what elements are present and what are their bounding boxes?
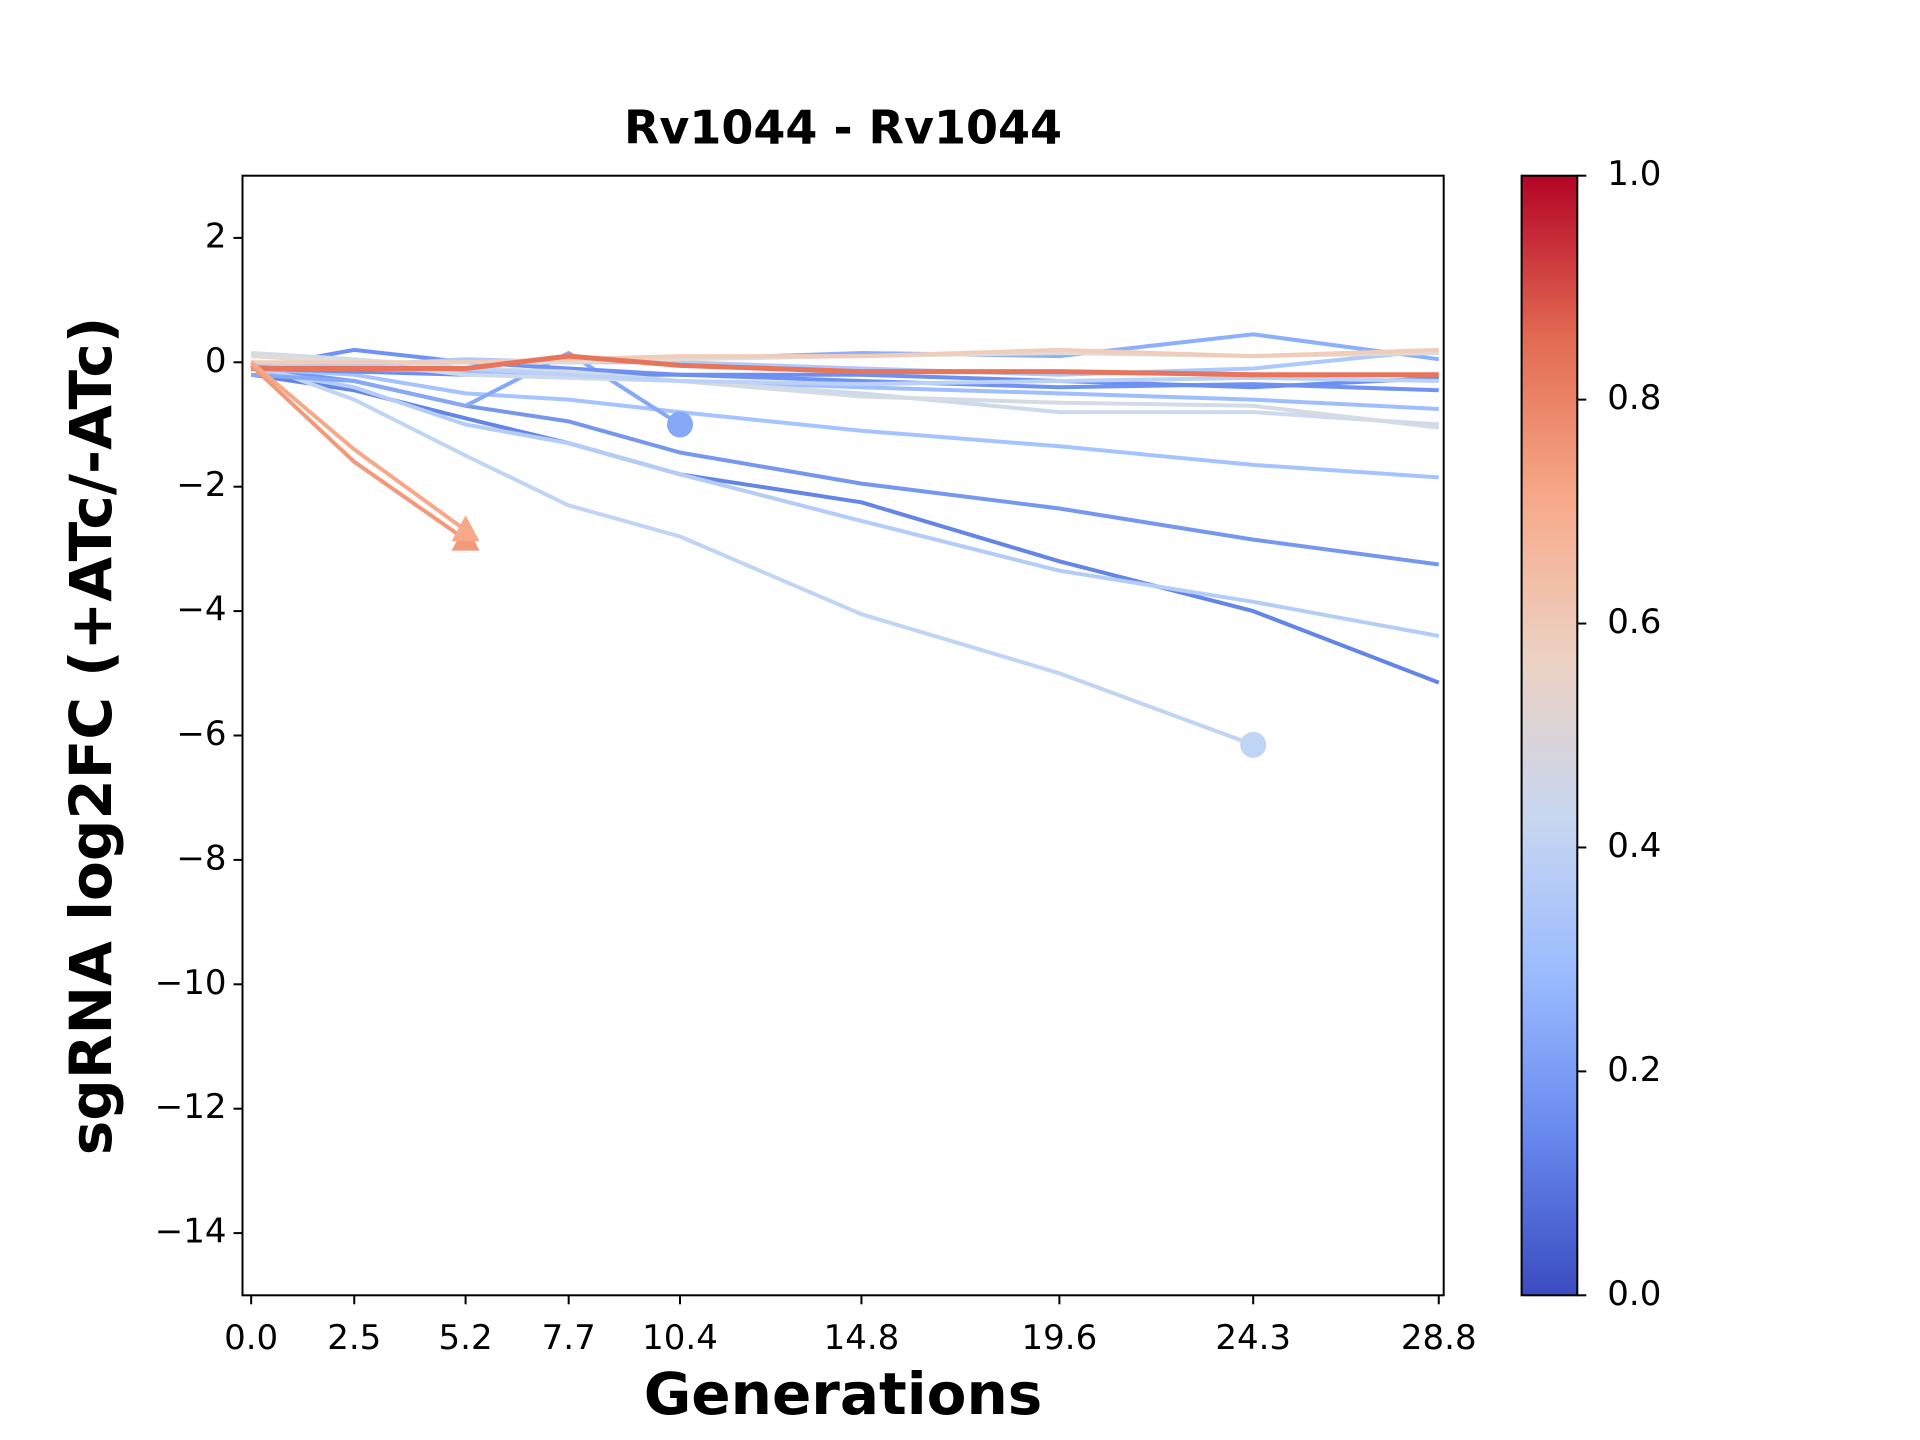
end-marker: [1240, 731, 1267, 758]
colorbar-tick-label: 0.6: [1607, 602, 1661, 642]
x-tick-label: 0.0: [224, 1318, 278, 1358]
colorbar: [1520, 174, 1579, 1297]
x-tick-label: 7.7: [542, 1318, 596, 1358]
x-tick-label: 24.3: [1215, 1318, 1291, 1358]
series-line: [250, 360, 1254, 747]
x-tick-label: 19.6: [1022, 1318, 1098, 1358]
colorbar-tick-label: 0.0: [1607, 1274, 1661, 1314]
y-tick-label: −12: [155, 1087, 227, 1127]
y-tick-label: −6: [176, 714, 226, 754]
series-line: [251, 353, 1439, 378]
x-tick-label: 28.8: [1401, 1318, 1477, 1358]
series-line: [251, 347, 1439, 365]
y-tick-label: −2: [176, 465, 226, 505]
colorbar-tick-label: 0.2: [1607, 1050, 1661, 1090]
colorbar-tick-label: 0.8: [1607, 378, 1661, 418]
series-line: [249, 360, 467, 532]
y-tick-label: −4: [176, 590, 226, 630]
series-line: [251, 366, 1439, 390]
x-tick-label: 14.8: [824, 1318, 900, 1358]
end-marker: [667, 411, 694, 438]
plot-frame: [241, 174, 1445, 1297]
y-tick-label: −10: [155, 963, 227, 1003]
x-tick-label: 10.4: [642, 1318, 718, 1358]
series-line: [249, 363, 467, 542]
x-tick-label: 5.2: [439, 1318, 493, 1358]
end-marker: [451, 515, 480, 542]
chart-title: Rv1044 - Rv1044: [624, 101, 1062, 155]
series-line: [250, 366, 1440, 638]
y-axis-label: sgRNA log2FC (+ATc/-ATc): [57, 317, 125, 1155]
y-tick-label: 2: [205, 216, 227, 256]
series-line: [250, 372, 1440, 685]
colorbar-tick-label: 1.0: [1607, 154, 1661, 194]
y-tick-label: 0: [205, 341, 227, 381]
y-tick-label: −8: [176, 838, 226, 878]
plot-area: [249, 332, 1440, 758]
colorbar-tick-label: 0.4: [1607, 826, 1661, 866]
x-axis-label: Generations: [644, 1360, 1043, 1428]
x-tick-label: 2.5: [327, 1318, 381, 1358]
y-tick-label: −14: [155, 1212, 227, 1252]
